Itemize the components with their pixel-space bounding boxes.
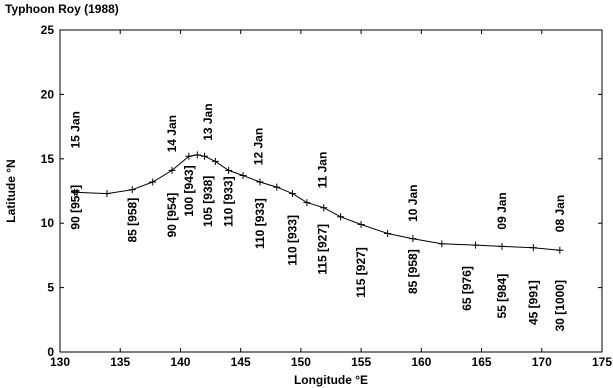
track-point [273, 183, 281, 191]
track-point [438, 240, 446, 248]
track-annotations: 15 Jan 14 Jan 13 Jan 12 Jan 11 Jan 10 Jan 09 J… [69, 103, 567, 331]
intensity-label: 90 [954] [69, 185, 83, 230]
track-point [193, 151, 201, 159]
track-point [337, 213, 345, 221]
intensity-label: 105 [938] [201, 176, 215, 227]
intensity-label: 45 [991] [526, 280, 540, 325]
plot-frame [59, 29, 603, 353]
x-tick-label: 160 [411, 355, 431, 369]
intensity-label: 110 [933] [222, 176, 236, 227]
date-label: 10 Jan [406, 185, 420, 222]
axis-ticks: 130 135 140 145 150 155 160 165 170 175 0 5 10 15 20 25 [41, 23, 613, 369]
track-point [303, 199, 311, 207]
track-point [256, 178, 264, 186]
track-point [498, 242, 506, 250]
x-tick-label: 165 [472, 355, 492, 369]
intensity-label: 85 [958] [406, 249, 420, 294]
x-tick-label: 170 [532, 355, 552, 369]
track-point [384, 230, 392, 238]
y-tick-label: 0 [47, 345, 54, 359]
track-point [357, 220, 365, 228]
date-label: 15 Jan [69, 111, 83, 148]
date-label: 14 Jan [165, 115, 179, 152]
intensity-label: 30 [1000] [553, 280, 567, 331]
track-point [201, 152, 209, 160]
intensity-label: 55 [984] [495, 274, 509, 319]
track-point [529, 244, 537, 252]
y-tick-label: 20 [41, 87, 55, 101]
x-axis-label: Longitude °E [294, 373, 368, 387]
x-tick-label: 175 [592, 355, 612, 369]
intensity-label: 85 [958] [125, 198, 139, 243]
x-tick-label: 150 [291, 355, 311, 369]
track-point [320, 204, 328, 212]
track-series [70, 151, 564, 254]
x-tick-label: 130 [50, 355, 70, 369]
intensity-label: 65 [976] [460, 266, 474, 311]
date-label: 13 Jan [201, 103, 215, 140]
track-point [168, 166, 176, 174]
track-point [103, 190, 111, 198]
intensity-label: 110 [933] [253, 198, 267, 249]
intensity-label: 115 [927] [354, 247, 368, 298]
x-tick-label: 155 [351, 355, 371, 369]
y-tick-label: 10 [41, 216, 55, 230]
track-point [288, 190, 296, 198]
chart-title: Typhoon Roy (1988) [5, 2, 119, 16]
track-point [239, 172, 247, 180]
track-point [185, 152, 193, 160]
track-point [128, 186, 136, 194]
track-point [70, 188, 78, 196]
date-label: 12 Jan [252, 128, 266, 165]
track-point [409, 235, 417, 243]
x-tick-label: 135 [110, 355, 130, 369]
y-tick-label: 15 [41, 152, 55, 166]
date-label: 09 Jan [495, 192, 509, 229]
date-label: 11 Jan [316, 152, 330, 189]
track-point [472, 241, 480, 249]
intensity-label: 110 [933] [286, 215, 300, 266]
date-label: 08 Jan [553, 195, 567, 232]
y-tick-label: 25 [41, 23, 55, 37]
x-tick-label: 145 [231, 355, 251, 369]
intensity-label: 115 [927] [316, 224, 330, 275]
y-axis-label: Latitude °N [4, 159, 18, 222]
track-point [225, 166, 233, 174]
track-point [211, 157, 219, 165]
intensity-label: 90 [954] [165, 193, 179, 238]
y-tick-label: 5 [47, 281, 54, 295]
track-point [556, 246, 564, 254]
track-point [149, 178, 157, 186]
intensity-label: 100 [943] [182, 165, 196, 216]
x-tick-label: 140 [170, 355, 190, 369]
